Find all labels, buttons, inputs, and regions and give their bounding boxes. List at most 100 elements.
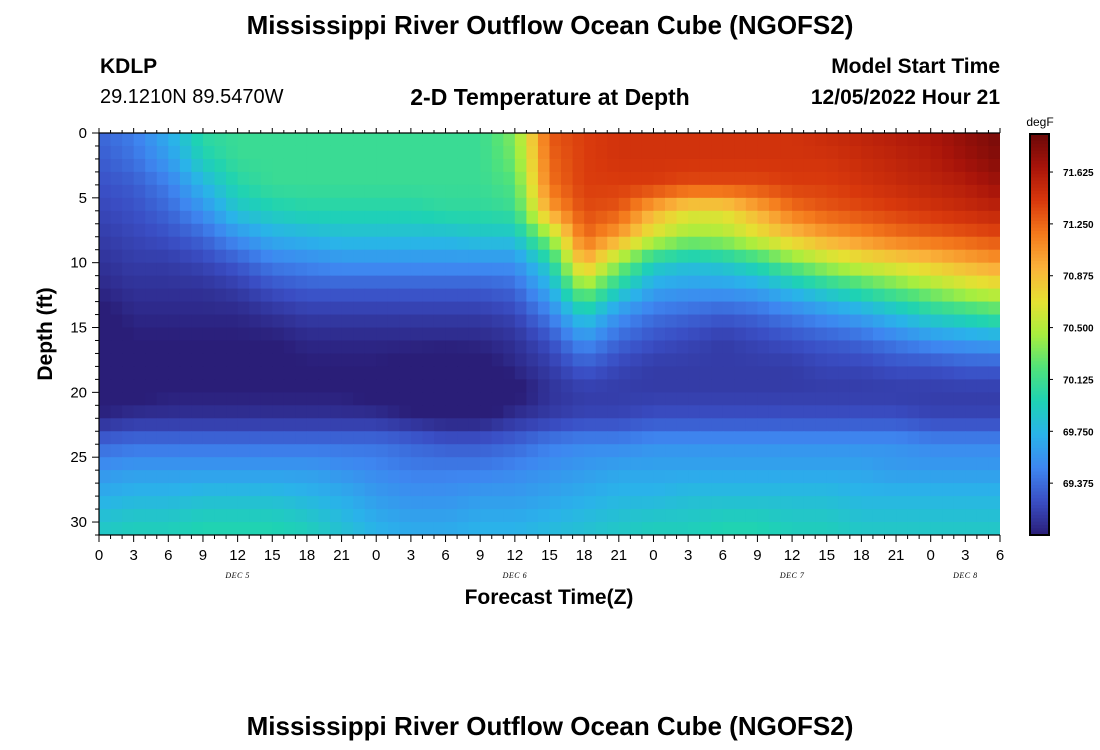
- heatmap-cell: [907, 314, 920, 329]
- heatmap-cell: [295, 197, 308, 212]
- heatmap-cell: [353, 223, 366, 238]
- heatmap-cell: [422, 314, 435, 329]
- heatmap-cell: [595, 470, 608, 484]
- heatmap-cell: [202, 340, 216, 355]
- heatmap-cell: [930, 314, 943, 329]
- heatmap-cell: [156, 249, 169, 264]
- heatmap-cell: [457, 249, 470, 264]
- heatmap-cell: [457, 288, 470, 303]
- heatmap-cell: [653, 444, 666, 458]
- heatmap-cell: [861, 171, 874, 186]
- heatmap-cell: [237, 379, 250, 393]
- heatmap-cell: [688, 236, 701, 251]
- heatmap-cell: [99, 275, 112, 290]
- heatmap-cell: [526, 249, 539, 264]
- heatmap-cell: [734, 249, 747, 264]
- heatmap-cell: [202, 483, 216, 497]
- heatmap-cell: [849, 340, 862, 355]
- heatmap-cell: [318, 496, 331, 510]
- heatmap-cell: [457, 509, 470, 523]
- heatmap-cell: [526, 236, 539, 251]
- heatmap-cell: [433, 392, 447, 406]
- heatmap-cell: [410, 223, 424, 238]
- heatmap-cell: [480, 158, 493, 173]
- heatmap-cell: [99, 184, 112, 199]
- heatmap-cell: [561, 431, 574, 445]
- heatmap-cell: [318, 353, 331, 368]
- heatmap-cell: [537, 197, 551, 212]
- heatmap-cell: [226, 457, 239, 471]
- heatmap-cell: [872, 483, 886, 497]
- heatmap-cell: [942, 470, 955, 484]
- heatmap-cell: [976, 353, 990, 368]
- heatmap-cell: [110, 470, 123, 484]
- heatmap-cell: [896, 444, 909, 458]
- colorbar-swatch: [1030, 441, 1049, 446]
- heatmap-cell: [826, 522, 839, 535]
- heatmap-cell: [665, 431, 678, 445]
- heatmap-cell: [919, 223, 932, 238]
- heatmap-cell: [965, 249, 978, 264]
- heatmap-cell: [214, 444, 227, 458]
- heatmap-cell: [122, 405, 135, 419]
- heatmap-cell: [930, 366, 943, 380]
- heatmap-cell: [179, 470, 193, 484]
- heatmap-cell: [249, 133, 262, 147]
- heatmap-cell: [537, 418, 551, 432]
- heatmap-cell: [168, 133, 181, 147]
- heatmap-cell: [410, 184, 424, 199]
- heatmap-cell: [849, 483, 862, 497]
- heatmap-cell: [561, 223, 574, 238]
- heatmap-cell: [399, 158, 412, 173]
- y-axis-label: Depth (ft): [34, 287, 57, 380]
- heatmap-cell: [549, 210, 562, 225]
- heatmap-cell: [110, 340, 123, 355]
- heatmap-cell: [641, 366, 655, 380]
- model-start-value: 12/05/2022 Hour 21: [810, 86, 1000, 109]
- heatmap-cell: [202, 223, 216, 238]
- colorbar-swatch: [1030, 498, 1049, 503]
- heatmap-cell: [145, 457, 158, 471]
- heatmap-cell: [364, 249, 377, 264]
- heatmap-cell: [572, 223, 585, 238]
- heatmap-cell: [676, 236, 689, 251]
- heatmap-cell: [410, 431, 424, 445]
- heatmap-cell: [607, 340, 620, 355]
- heatmap-cell: [399, 249, 412, 264]
- heatmap-cell: [572, 236, 585, 251]
- heatmap-cell: [768, 288, 782, 303]
- colorbar-swatch: [1030, 301, 1049, 306]
- heatmap-cell: [237, 288, 250, 303]
- heatmap-cell: [353, 145, 366, 160]
- heatmap-cell: [145, 431, 158, 445]
- heatmap-cell: [526, 133, 539, 147]
- heatmap-cell: [988, 431, 1000, 445]
- heatmap-cell: [133, 496, 146, 510]
- heatmap-cell: [641, 496, 655, 510]
- heatmap-cell: [826, 496, 839, 510]
- heatmap-cell: [676, 184, 689, 199]
- heatmap-cell: [561, 444, 574, 458]
- heatmap-cell: [561, 522, 574, 535]
- heatmap-cell: [145, 470, 158, 484]
- heatmap-cell: [907, 197, 920, 212]
- heatmap-cell: [491, 184, 504, 199]
- heatmap-cell: [988, 327, 1000, 342]
- heatmap-cell: [445, 444, 458, 458]
- heatmap-cell: [122, 379, 135, 393]
- heatmap-cell: [491, 340, 504, 355]
- heatmap-cell: [907, 210, 920, 225]
- heatmap-cell: [896, 210, 909, 225]
- heatmap-cell: [491, 496, 504, 510]
- heatmap-cell: [457, 522, 470, 535]
- heatmap-cell: [722, 184, 735, 199]
- heatmap-cell: [214, 379, 227, 393]
- heatmap-cell: [919, 301, 932, 316]
- heatmap-cell: [179, 496, 193, 510]
- heatmap-cell: [618, 197, 631, 212]
- heatmap-cell: [630, 197, 643, 212]
- heatmap-cell: [630, 444, 643, 458]
- heatmap-cell: [792, 405, 805, 419]
- heatmap-cell: [699, 444, 712, 458]
- heatmap-cell: [630, 210, 643, 225]
